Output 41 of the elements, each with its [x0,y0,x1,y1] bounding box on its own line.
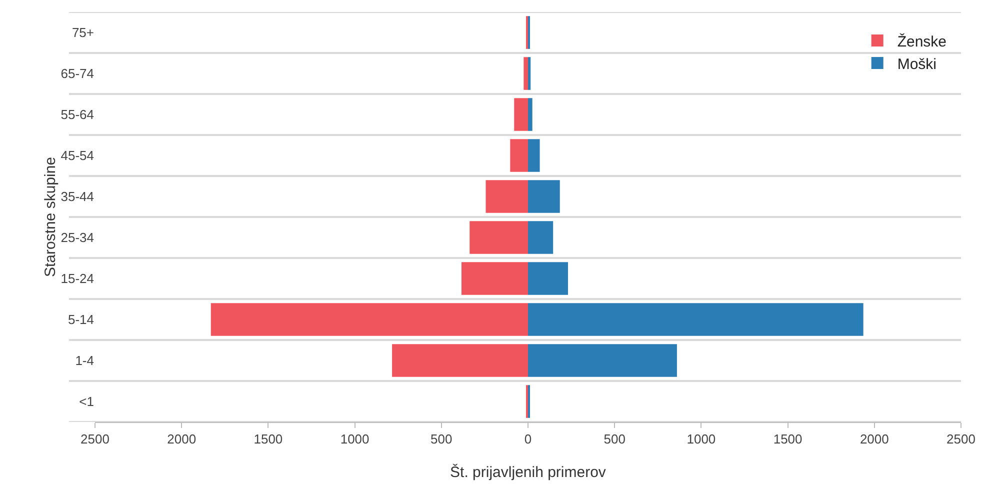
y-tick-label: 5-14 [68,312,94,328]
y-tick-label: 1-4 [75,353,94,368]
bar [524,57,528,90]
bar [528,303,864,336]
x-tick-label: 1000 [340,432,370,447]
x-tick-label: 2500 [80,432,110,447]
x-tick-label: 1500 [773,432,802,447]
y-axis-title: Starostne skupine [42,156,59,278]
bar [528,221,554,254]
x-tick-label: 500 [430,432,452,447]
x-tick-label: 2500 [946,432,976,447]
y-tick-label: 15-24 [60,271,94,286]
x-tick-label: 500 [604,432,626,447]
bar [528,180,560,213]
bar [514,98,528,131]
y-tick-label: <1 [79,394,94,410]
bar [392,344,528,377]
bar [510,139,528,172]
bar [528,262,568,295]
x-tick-label: 2000 [167,432,196,447]
y-tick-label: 75+ [72,25,94,40]
x-tick-label: 1500 [254,432,283,447]
legend-label: Ženske [897,32,947,50]
y-tick-label: 65-74 [60,66,94,82]
x-tick-label: 0 [524,432,532,447]
x-tick-label: 1000 [686,432,716,447]
bar [461,262,528,295]
bar [486,180,528,213]
y-tick-label: 55-64 [60,107,94,122]
legend-label: Moški [897,56,937,73]
y-tick-label: 45-54 [60,148,94,164]
bar [528,344,677,377]
bar [210,303,528,336]
bar [470,221,528,254]
bar [528,98,532,131]
bar [528,57,531,90]
bar [528,139,540,172]
y-tick-label: 25-34 [60,230,94,246]
y-tick-label: 35-44 [60,189,94,204]
x-tick-label: 2000 [860,432,889,447]
x-axis-title: Št. prijavljenih primerov [450,463,606,481]
